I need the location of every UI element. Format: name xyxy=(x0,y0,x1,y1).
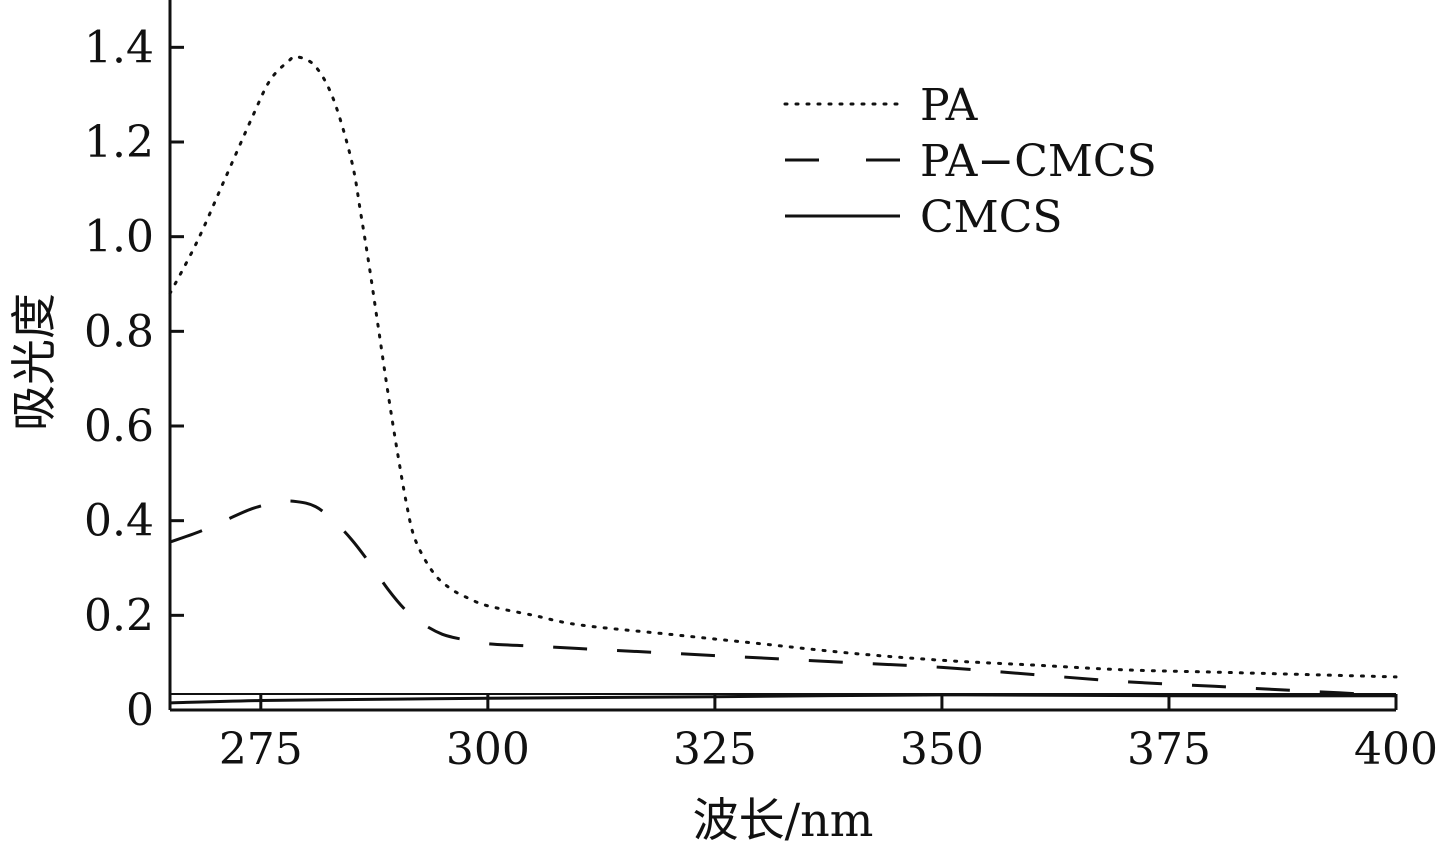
x-tick-label: 275 xyxy=(219,724,303,775)
y-axis-title: 吸光度 xyxy=(7,293,61,431)
y-tick-label: 0.6 xyxy=(84,401,154,452)
y-tick-label: 1.4 xyxy=(84,22,154,73)
x-tick-label: 300 xyxy=(446,724,530,775)
series-line-3 xyxy=(169,693,1397,705)
x-ticks: 275 300 325 350 375 400 xyxy=(219,694,1437,775)
y-tick-label: 1.0 xyxy=(84,212,154,263)
x-tick-label: 400 xyxy=(1354,724,1437,775)
y-tick-label: 0.2 xyxy=(84,590,154,641)
x-axis-title: 波长/nm xyxy=(693,793,874,845)
series-line-1 xyxy=(168,55,1398,679)
y-tick-label: 0.8 xyxy=(84,306,154,357)
y-tick-label: 0 xyxy=(126,685,154,736)
y-tick-label: 0.4 xyxy=(84,496,154,547)
legend-label: CMCS xyxy=(920,192,1063,243)
y-ticks: 0 0.2 0.4 0.6 0.8 1.0 1.2 1.4 xyxy=(84,22,184,736)
x-tick-label: 325 xyxy=(673,724,757,775)
series-line-2 xyxy=(169,499,1397,698)
x-tick-label: 350 xyxy=(900,724,984,775)
legend-label: PA xyxy=(920,80,979,131)
axes xyxy=(168,0,1396,712)
legend-label: PA−CMCS xyxy=(920,136,1157,187)
series-group xyxy=(168,55,1398,705)
x-tick-label: 375 xyxy=(1127,724,1211,775)
y-tick-label: 1.2 xyxy=(84,117,154,168)
